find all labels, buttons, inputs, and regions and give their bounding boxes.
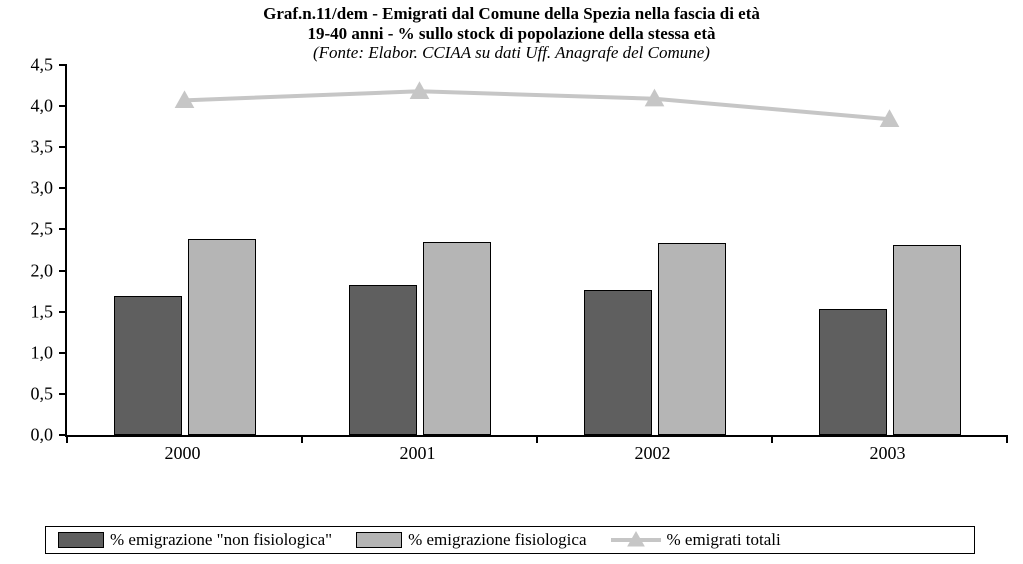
- y-axis-label: 3,5: [13, 137, 53, 158]
- x-axis-label: 2002: [635, 443, 671, 464]
- chart-area: 0,00,51,01,52,02,53,03,54,04,52000200120…: [20, 65, 1005, 465]
- x-tick: [536, 435, 538, 443]
- legend-label: % emigrati totali: [667, 530, 781, 550]
- trend-line: [185, 91, 890, 119]
- chart-container: Graf.n.11/dem - Emigrati dal Comune dell…: [0, 0, 1023, 564]
- x-axis-label: 2003: [870, 443, 906, 464]
- bar: [349, 285, 417, 435]
- y-axis-label: 1,0: [13, 342, 53, 363]
- legend-swatch: [58, 532, 104, 548]
- plot-area: [65, 65, 1007, 437]
- bar: [188, 239, 256, 435]
- x-tick: [301, 435, 303, 443]
- chart-title: Graf.n.11/dem - Emigrati dal Comune dell…: [0, 0, 1023, 63]
- x-axis-label: 2001: [400, 443, 436, 464]
- y-tick: [59, 228, 67, 230]
- x-tick: [66, 435, 68, 443]
- bar: [584, 290, 652, 435]
- y-axis-label: 2,5: [13, 219, 53, 240]
- y-tick: [59, 393, 67, 395]
- y-axis-label: 3,0: [13, 178, 53, 199]
- title-line-3: (Fonte: Elabor. CCIAA su dati Uff. Anagr…: [0, 43, 1023, 63]
- title-line-1: Graf.n.11/dem - Emigrati dal Comune dell…: [0, 4, 1023, 24]
- legend-line-icon: [611, 530, 661, 550]
- y-tick: [59, 146, 67, 148]
- legend-item-fisiologica: % emigrazione fisiologica: [356, 530, 586, 550]
- y-axis-label: 2,0: [13, 260, 53, 281]
- bar: [114, 296, 182, 435]
- bar: [423, 242, 491, 435]
- y-axis-label: 0,5: [13, 383, 53, 404]
- y-tick: [59, 64, 67, 66]
- title-line-2: 19-40 anni - % sullo stock di popolazion…: [0, 24, 1023, 44]
- x-axis-label: 2000: [165, 443, 201, 464]
- y-tick: [59, 270, 67, 272]
- legend-swatch: [356, 532, 402, 548]
- y-axis-label: 0,0: [13, 425, 53, 446]
- x-tick: [771, 435, 773, 443]
- y-axis-label: 1,5: [13, 301, 53, 322]
- legend-label: % emigrazione "non fisiologica": [110, 530, 332, 550]
- y-tick: [59, 187, 67, 189]
- bar: [893, 245, 961, 435]
- y-tick: [59, 352, 67, 354]
- legend-label: % emigrazione fisiologica: [408, 530, 586, 550]
- bar: [819, 309, 887, 435]
- y-axis-label: 4,5: [13, 55, 53, 76]
- y-axis-label: 4,0: [13, 96, 53, 117]
- y-tick: [59, 105, 67, 107]
- legend-item-non-fisiologica: % emigrazione "non fisiologica": [58, 530, 332, 550]
- legend-item-totali: % emigrati totali: [611, 530, 781, 550]
- bar: [658, 243, 726, 435]
- legend: % emigrazione "non fisiologica" % emigra…: [45, 526, 975, 554]
- y-tick: [59, 311, 67, 313]
- x-tick: [1006, 435, 1008, 443]
